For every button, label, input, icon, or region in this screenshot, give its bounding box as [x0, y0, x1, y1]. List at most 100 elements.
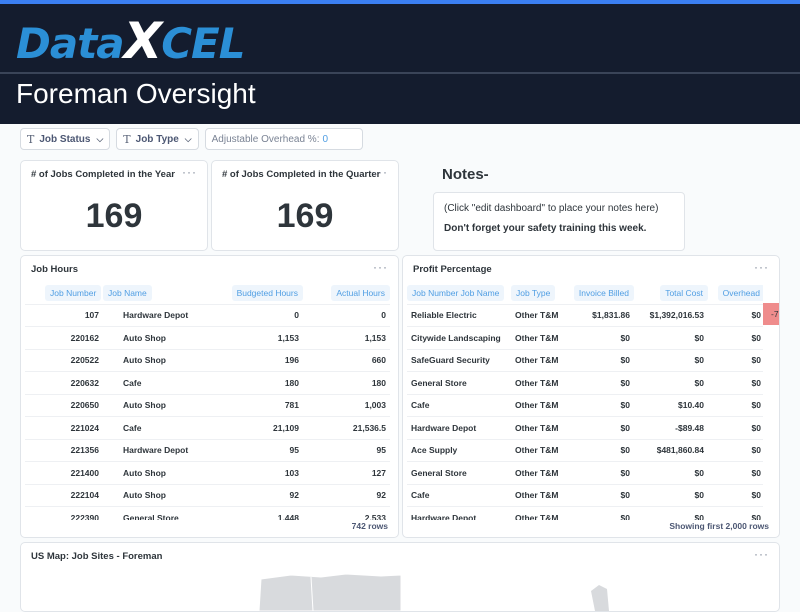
table-row[interactable]: Hardware Depot Other T&M $0 -$89.48 $0: [407, 416, 763, 439]
table-cell: Hardware Depot: [407, 506, 511, 520]
more-dots-icon[interactable]: ···: [754, 547, 769, 561]
us-map[interactable]: [251, 571, 631, 611]
table-cell: 220632: [25, 371, 103, 394]
col-overhead[interactable]: Overhead: [708, 282, 763, 304]
table-cell: Other T&M: [511, 483, 567, 507]
table-cell: 1,153: [213, 326, 303, 349]
col-job-name[interactable]: Job Name: [103, 282, 213, 304]
job-hours-card: Job Hours ··· Job Number Job Name Budget…: [20, 255, 399, 538]
table-row[interactable]: General Store Other T&M $0 $0 $0: [407, 371, 763, 394]
table-cell: 0: [213, 303, 303, 327]
table-cell: 21,109: [213, 416, 303, 439]
table-cell: $0: [567, 416, 634, 439]
col-job-type[interactable]: Job Type: [511, 282, 567, 304]
table-cell: $0: [708, 393, 763, 417]
table-row[interactable]: 107 Hardware Depot 0 0: [25, 303, 390, 327]
table-cell: $0: [708, 506, 763, 520]
col-actual-hours[interactable]: Actual Hours: [303, 282, 390, 304]
more-dots-icon[interactable]: ···: [182, 165, 197, 179]
table-row[interactable]: 220162 Auto Shop 1,153 1,153: [25, 326, 390, 349]
table-row[interactable]: 220522 Auto Shop 196 660: [25, 348, 390, 372]
notes-box: (Click "edit dashboard" to place your no…: [433, 192, 685, 251]
table-cell: 92: [213, 483, 303, 507]
table-cell: 180: [213, 371, 303, 394]
us-map-title: US Map: Job Sites - Foreman: [31, 551, 163, 562]
table-row[interactable]: Hardware Depot Other T&M $0 $0 $0: [407, 506, 763, 520]
table-row[interactable]: 222104 Auto Shop 92 92: [25, 483, 390, 507]
table-cell: 0: [303, 303, 390, 327]
table-cell: $0: [708, 348, 763, 372]
table-row[interactable]: SafeGuard Security Other T&M $0 $0 $0: [407, 348, 763, 372]
table-cell: $0: [567, 348, 634, 372]
table-cell: $0: [708, 371, 763, 394]
table-row[interactable]: Cafe Other T&M $0 $10.40 $0: [407, 393, 763, 417]
table-cell: $0: [708, 303, 763, 327]
table-row[interactable]: 221400 Auto Shop 103 127: [25, 461, 390, 484]
table-cell: Cafe: [103, 416, 213, 439]
table-cell: Auto Shop: [103, 461, 213, 484]
adjustable-overhead-input[interactable]: Adjustable Overhead %: 0: [204, 128, 363, 150]
table-cell: $0: [708, 483, 763, 507]
table-cell: $0: [567, 393, 634, 417]
table-cell: 103: [213, 461, 303, 484]
col-job-number-name[interactable]: Job Number Job Name: [407, 282, 511, 304]
table-cell: General Store: [407, 371, 511, 394]
table-cell: $0: [567, 483, 634, 507]
jobs-year-title: # of Jobs Completed in the Year: [31, 169, 175, 180]
table-cell: $0: [708, 326, 763, 349]
table-cell: 1,448: [213, 506, 303, 520]
table-cell: $0: [567, 506, 634, 520]
job-hours-title: Job Hours: [31, 264, 78, 275]
table-cell: Cafe: [103, 371, 213, 394]
job-type-label: Job Type: [135, 133, 179, 145]
job-hours-table: Job Number Job Name Budgeted Hours Actua…: [25, 282, 390, 520]
profit-row-count: Showing first 2,000 rows: [669, 521, 769, 531]
job-status-label: Job Status: [39, 133, 91, 145]
notes-line-1: (Click "edit dashboard" to place your no…: [444, 203, 659, 214]
col-budgeted-hours[interactable]: Budgeted Hours: [213, 282, 303, 304]
table-cell: Citywide Landscaping: [407, 326, 511, 349]
table-cell: General Store: [103, 506, 213, 520]
dataxcel-logo: DataXCEL: [16, 12, 245, 70]
text-type-icon: T: [27, 132, 35, 146]
profit-overflow-cell: -7: [763, 303, 779, 325]
table-cell: $0: [708, 416, 763, 439]
table-cell: Other T&M: [511, 461, 567, 484]
more-dots-icon[interactable]: ···: [373, 260, 388, 274]
table-cell: $1,392,016.53: [634, 303, 708, 327]
table-cell: $0: [567, 371, 634, 394]
table-cell: Other T&M: [511, 303, 567, 327]
table-row[interactable]: 221356 Hardware Depot 95 95: [25, 438, 390, 462]
filter-bar: T Job Status ⌵ T Job Type ⌵ Adjustable O…: [20, 128, 363, 150]
table-cell: $1,831.86: [567, 303, 634, 327]
table-cell: $0: [634, 371, 708, 394]
table-row[interactable]: 222390 General Store 1,448 2,533: [25, 506, 390, 520]
col-invoice-billed[interactable]: Invoice Billed: [567, 282, 634, 304]
table-row[interactable]: Reliable Electric Other T&M $1,831.86 $1,39…: [407, 303, 763, 327]
col-job-number[interactable]: Job Number: [25, 282, 103, 304]
table-cell: $0: [708, 438, 763, 462]
profit-table: Job Number Job Name Job Type Invoice Bil…: [407, 282, 763, 520]
job-status-filter[interactable]: T Job Status ⌵: [20, 128, 111, 150]
table-cell: 95: [213, 438, 303, 462]
table-row[interactable]: Citywide Landscaping Other T&M $0 $0 $0: [407, 326, 763, 349]
table-cell: 2,533: [303, 506, 390, 520]
table-row[interactable]: Cafe Other T&M $0 $0 $0: [407, 483, 763, 507]
table-cell: $0: [634, 348, 708, 372]
profit-percentage-title: Profit Percentage: [413, 264, 492, 275]
table-cell: Auto Shop: [103, 348, 213, 372]
more-dots-icon[interactable]: ···: [754, 260, 769, 274]
table-cell: Other T&M: [511, 438, 567, 462]
table-row[interactable]: 220650 Auto Shop 781 1,003: [25, 393, 390, 417]
job-type-filter[interactable]: T Job Type ⌵: [116, 128, 199, 150]
table-cell: $0: [634, 506, 708, 520]
col-total-cost[interactable]: Total Cost: [634, 282, 708, 304]
table-row[interactable]: 221024 Cafe 21,109 21,536.5: [25, 416, 390, 439]
table-row[interactable]: 220632 Cafe 180 180: [25, 371, 390, 394]
table-cell: $0: [634, 483, 708, 507]
table-row[interactable]: Ace Supply Other T&M $0 $481,860.84 $0: [407, 438, 763, 462]
more-dots-icon[interactable]: ···: [373, 165, 388, 179]
table-cell: General Store: [407, 461, 511, 484]
table-cell: $10.40: [634, 393, 708, 417]
table-row[interactable]: General Store Other T&M $0 $0 $0: [407, 461, 763, 484]
